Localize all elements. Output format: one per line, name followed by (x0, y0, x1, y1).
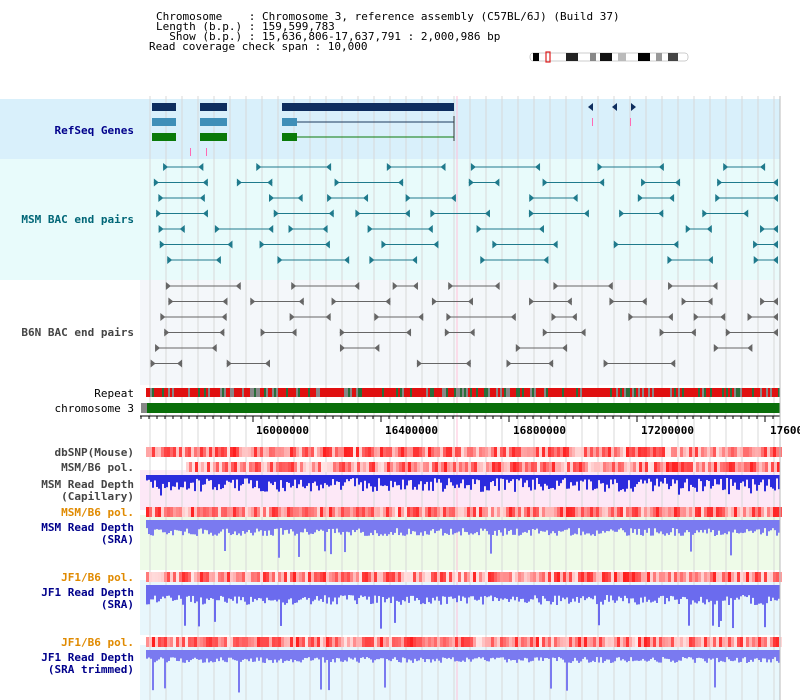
axis-tick-label: 17200000 (641, 424, 694, 437)
position-axis (140, 415, 780, 422)
label-b6n-bac: B6N BAC end pairs (21, 326, 134, 339)
axis-tick-label: 16400000 (385, 424, 438, 437)
jf1-b6-pol-track-1[interactable] (146, 572, 782, 582)
b6n-bac-end-pairs[interactable] (150, 282, 778, 368)
label-msm-depth-sra-1: MSM Read Depth (41, 521, 134, 534)
msm-b6-pol-track-2[interactable] (146, 507, 782, 517)
label-refseq-genes: RefSeq Genes (54, 124, 134, 137)
chromosome-ideogram[interactable] (529, 51, 689, 63)
jf1-depth-sra-track[interactable] (146, 585, 780, 629)
refseq-gene-features[interactable] (152, 103, 636, 156)
label-jf1-depth-trimmed-2: (SRA trimmed) (47, 663, 134, 676)
label-msm-b6-pol-1: MSM/B6 pol. (61, 461, 134, 474)
header-length: Length (b.p.) : 159,599,783 (156, 20, 335, 33)
label-chromosome: chromosome 3 (54, 402, 134, 415)
jf1-b6-pol-track-2[interactable] (146, 637, 782, 647)
label-msm-bac: MSM BAC end pairs (21, 213, 134, 226)
repeat-track[interactable] (146, 388, 780, 397)
chromosome-bar[interactable] (141, 403, 780, 413)
label-jf1-depth-sra-1: JF1 Read Depth (41, 586, 134, 599)
label-msm-b6-pol-2: MSM/B6 pol. (61, 506, 134, 519)
axis-tick-label: 17600000 (770, 424, 800, 437)
label-jf1-b6-pol-2: JF1/B6 pol. (61, 636, 134, 649)
label-jf1-depth-sra-2: (SRA) (100, 598, 134, 611)
label-repeat: Repeat (94, 387, 134, 400)
msm-b6-pol-track-1[interactable] (186, 462, 780, 472)
refseq-label-bg (0, 99, 140, 159)
label-msm-depth-capillary-2: (Capillary) (61, 490, 134, 503)
header-show: Show (b.p.) : 15,636,806-17,637,791 : 2,… (156, 30, 501, 43)
label-jf1-b6-pol-1: JF1/B6 pol. (61, 571, 134, 584)
label-msm-depth-sra-2: (SRA) (100, 533, 134, 546)
dbsnp-heat-track[interactable] (146, 447, 782, 457)
axis-tick-label: 16800000 (513, 424, 566, 437)
msm-depth-sra-track[interactable] (146, 520, 780, 558)
jf1-depth-trimmed-track[interactable] (146, 650, 780, 693)
label-dbsnp: dbSNP(Mouse) (54, 446, 134, 459)
label-msm-depth-capillary-1: MSM Read Depth (41, 478, 134, 491)
msm-bac-end-pairs[interactable] (153, 163, 778, 264)
header-chromosome: Chromosome : Chromosome 3, reference ass… (156, 10, 620, 23)
axis-tick-label: 16000000 (256, 424, 309, 437)
refseq-track-bg (140, 99, 780, 159)
msm-depth-capillary-track[interactable] (146, 475, 780, 496)
header-coverage: Read coverage check span : 10,000 (149, 40, 368, 53)
label-jf1-depth-trimmed-1: JF1 Read Depth (41, 651, 134, 664)
